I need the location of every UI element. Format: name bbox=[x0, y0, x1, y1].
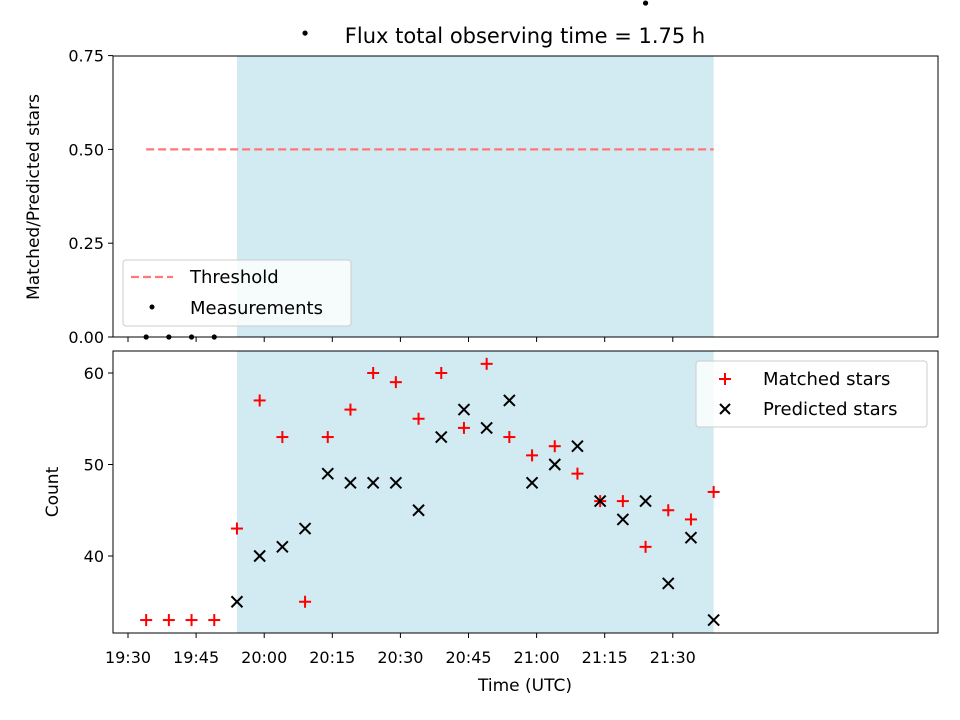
predicted-star-point bbox=[366, 476, 380, 490]
chart-title: Flux total observing time = 1.75 h bbox=[345, 24, 705, 48]
x-tick-label: 20:15 bbox=[309, 648, 355, 667]
predicted-star-point bbox=[276, 540, 289, 554]
matched-star-point bbox=[616, 495, 629, 508]
predicted-star-point bbox=[548, 458, 561, 471]
matched-star-point bbox=[253, 394, 266, 407]
predicted-star-point bbox=[707, 613, 720, 627]
y-tick-label: 0.25 bbox=[68, 234, 104, 253]
matched-star-point bbox=[412, 412, 425, 425]
observing-window-shade-bottom bbox=[236, 351, 714, 633]
predicted-star-point bbox=[593, 494, 607, 508]
legend-matched-swatch bbox=[719, 373, 731, 385]
matched-star-point bbox=[162, 614, 175, 627]
top-legend: Threshold Measurements bbox=[122, 259, 352, 327]
top-legend-box bbox=[122, 259, 352, 327]
matched-star-point bbox=[344, 403, 357, 416]
top-panel: 0.000.250.500.751.001.25 Matched/Predict… bbox=[24, 0, 939, 347]
predicted-star-point bbox=[389, 476, 403, 490]
x-tick-label: 19:45 bbox=[173, 648, 219, 667]
matched-star-point bbox=[185, 614, 198, 627]
predicted-star-point bbox=[412, 504, 425, 517]
matched-star-point bbox=[526, 449, 539, 462]
y-tick-label: 60 bbox=[84, 364, 104, 383]
matched-star-point bbox=[662, 504, 675, 517]
x-tick-label: 19:30 bbox=[105, 648, 151, 667]
legend-threshold-label: Threshold bbox=[189, 267, 279, 288]
matched-star-point bbox=[389, 376, 402, 389]
bottom-y-axis-label: Count bbox=[43, 466, 63, 517]
y-tick-label: 40 bbox=[84, 547, 104, 566]
bottom-axes-frame bbox=[112, 350, 939, 634]
matched-star-point bbox=[299, 595, 312, 608]
bottom-legend-box bbox=[695, 360, 928, 428]
predicted-star-point bbox=[344, 476, 357, 490]
predicted-star-point bbox=[298, 522, 312, 535]
legend-measurements-swatch bbox=[149, 304, 155, 310]
x-tick-label: 20:30 bbox=[377, 648, 423, 667]
x-tick-label: 20:45 bbox=[445, 648, 491, 667]
y-tick-label: 50 bbox=[84, 456, 104, 475]
predicted-star-point bbox=[230, 595, 244, 608]
y-tick-label: 0.50 bbox=[68, 140, 104, 159]
x-tick-label: 21:00 bbox=[514, 648, 560, 667]
predicted-star-point bbox=[616, 513, 630, 526]
x-tick-label: 21:30 bbox=[650, 648, 696, 667]
matched-star-point bbox=[639, 540, 652, 553]
matched-star-point bbox=[140, 614, 153, 627]
predicted-star-point bbox=[571, 439, 584, 453]
top-axes-frame bbox=[112, 55, 939, 338]
matched-star-point bbox=[208, 614, 221, 627]
x-tick-label: 21:15 bbox=[582, 648, 628, 667]
top-x-axis bbox=[127, 337, 674, 342]
y-tick-label: 0.00 bbox=[68, 328, 104, 347]
legend-matched-label: Matched stars bbox=[763, 369, 890, 390]
measurement-point bbox=[642, 0, 649, 6]
legend-measurements-label: Measurements bbox=[190, 298, 323, 319]
bottom-x-axis: 19:30 19:45 20:00 20:15 20:30 20:45 21:00 21:15… bbox=[105, 633, 696, 667]
x-tick-label: 20:00 bbox=[241, 648, 287, 667]
predicted-star-point bbox=[684, 531, 698, 544]
measurement-point bbox=[302, 30, 308, 36]
predicted-star-point bbox=[321, 467, 334, 480]
predicted-star-point bbox=[525, 476, 539, 490]
y-tick-label: 0.75 bbox=[68, 47, 104, 66]
matched-stars-series bbox=[140, 357, 720, 627]
matched-star-point bbox=[367, 367, 380, 379]
matched-star-point bbox=[684, 513, 697, 526]
bottom-panel: 40 50 60 19:30 19:45 20:00 20:15 20:30 20:45 21:… bbox=[43, 350, 939, 696]
matched-star-point bbox=[435, 367, 448, 379]
legend-predicted-swatch bbox=[719, 403, 731, 415]
predicted-star-point bbox=[662, 577, 675, 590]
predicted-star-point bbox=[480, 421, 493, 435]
matched-star-point bbox=[548, 440, 561, 453]
legend-predicted-label: Predicted stars bbox=[763, 399, 897, 420]
predicted-star-point bbox=[503, 394, 516, 407]
bottom-y-axis: 40 50 60 bbox=[84, 364, 113, 566]
matched-star-point bbox=[457, 421, 470, 434]
matched-star-point bbox=[276, 431, 289, 444]
predicted-star-point bbox=[435, 430, 448, 444]
predicted-star-point bbox=[457, 403, 471, 416]
matched-star-point bbox=[707, 485, 720, 498]
predicted-star-point bbox=[253, 549, 266, 563]
matched-star-point bbox=[480, 357, 493, 370]
matched-star-point bbox=[230, 522, 243, 535]
predicted-star-point bbox=[639, 494, 652, 508]
bottom-legend: Matched stars Predicted stars bbox=[695, 360, 928, 428]
x-axis-label: Time (UTC) bbox=[477, 676, 572, 696]
top-y-axis: 0.000.250.500.751.001.25 bbox=[68, 47, 113, 347]
matched-star-point bbox=[571, 467, 584, 480]
matched-star-point bbox=[503, 431, 516, 444]
top-y-axis-label: Matched/Predicted stars bbox=[24, 94, 44, 300]
predicted-stars-series bbox=[230, 394, 720, 627]
matched-star-point bbox=[321, 431, 334, 444]
